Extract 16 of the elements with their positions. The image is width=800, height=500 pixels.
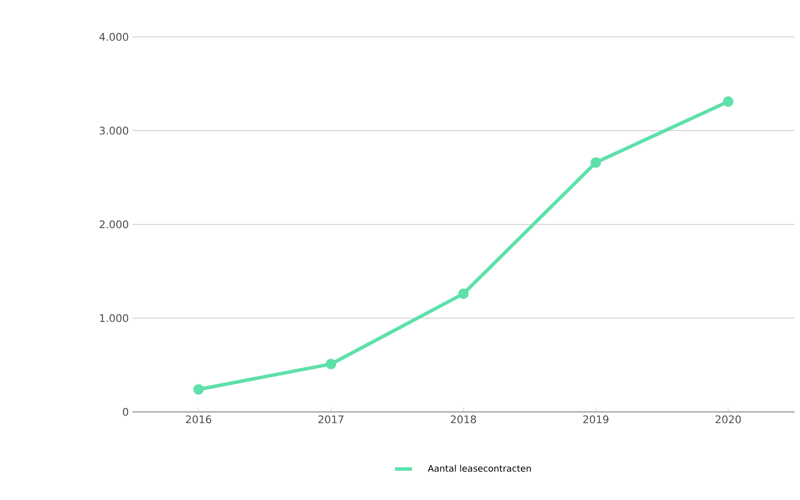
y-tick-label: 3.000: [100, 126, 128, 135]
y-tick-label: 0: [122, 408, 128, 416]
x-tick-label: 2019: [583, 415, 608, 424]
y-tick-label: 2.000: [100, 220, 128, 228]
x-tick-label: 2020: [716, 415, 741, 424]
y-tick-label: 4.000: [99, 32, 128, 41]
y-tick-label: 1.000: [100, 314, 128, 322]
point: [590, 157, 602, 168]
point: [722, 96, 734, 107]
x-tick-label: 2017: [318, 415, 344, 424]
point: [458, 288, 469, 299]
point: [193, 384, 204, 395]
point: [326, 358, 336, 370]
x-tick-label: 2016: [186, 415, 212, 424]
legend-label: Aantal leasecontracten: [428, 464, 531, 472]
x-tick-label: 2018: [450, 415, 476, 424]
